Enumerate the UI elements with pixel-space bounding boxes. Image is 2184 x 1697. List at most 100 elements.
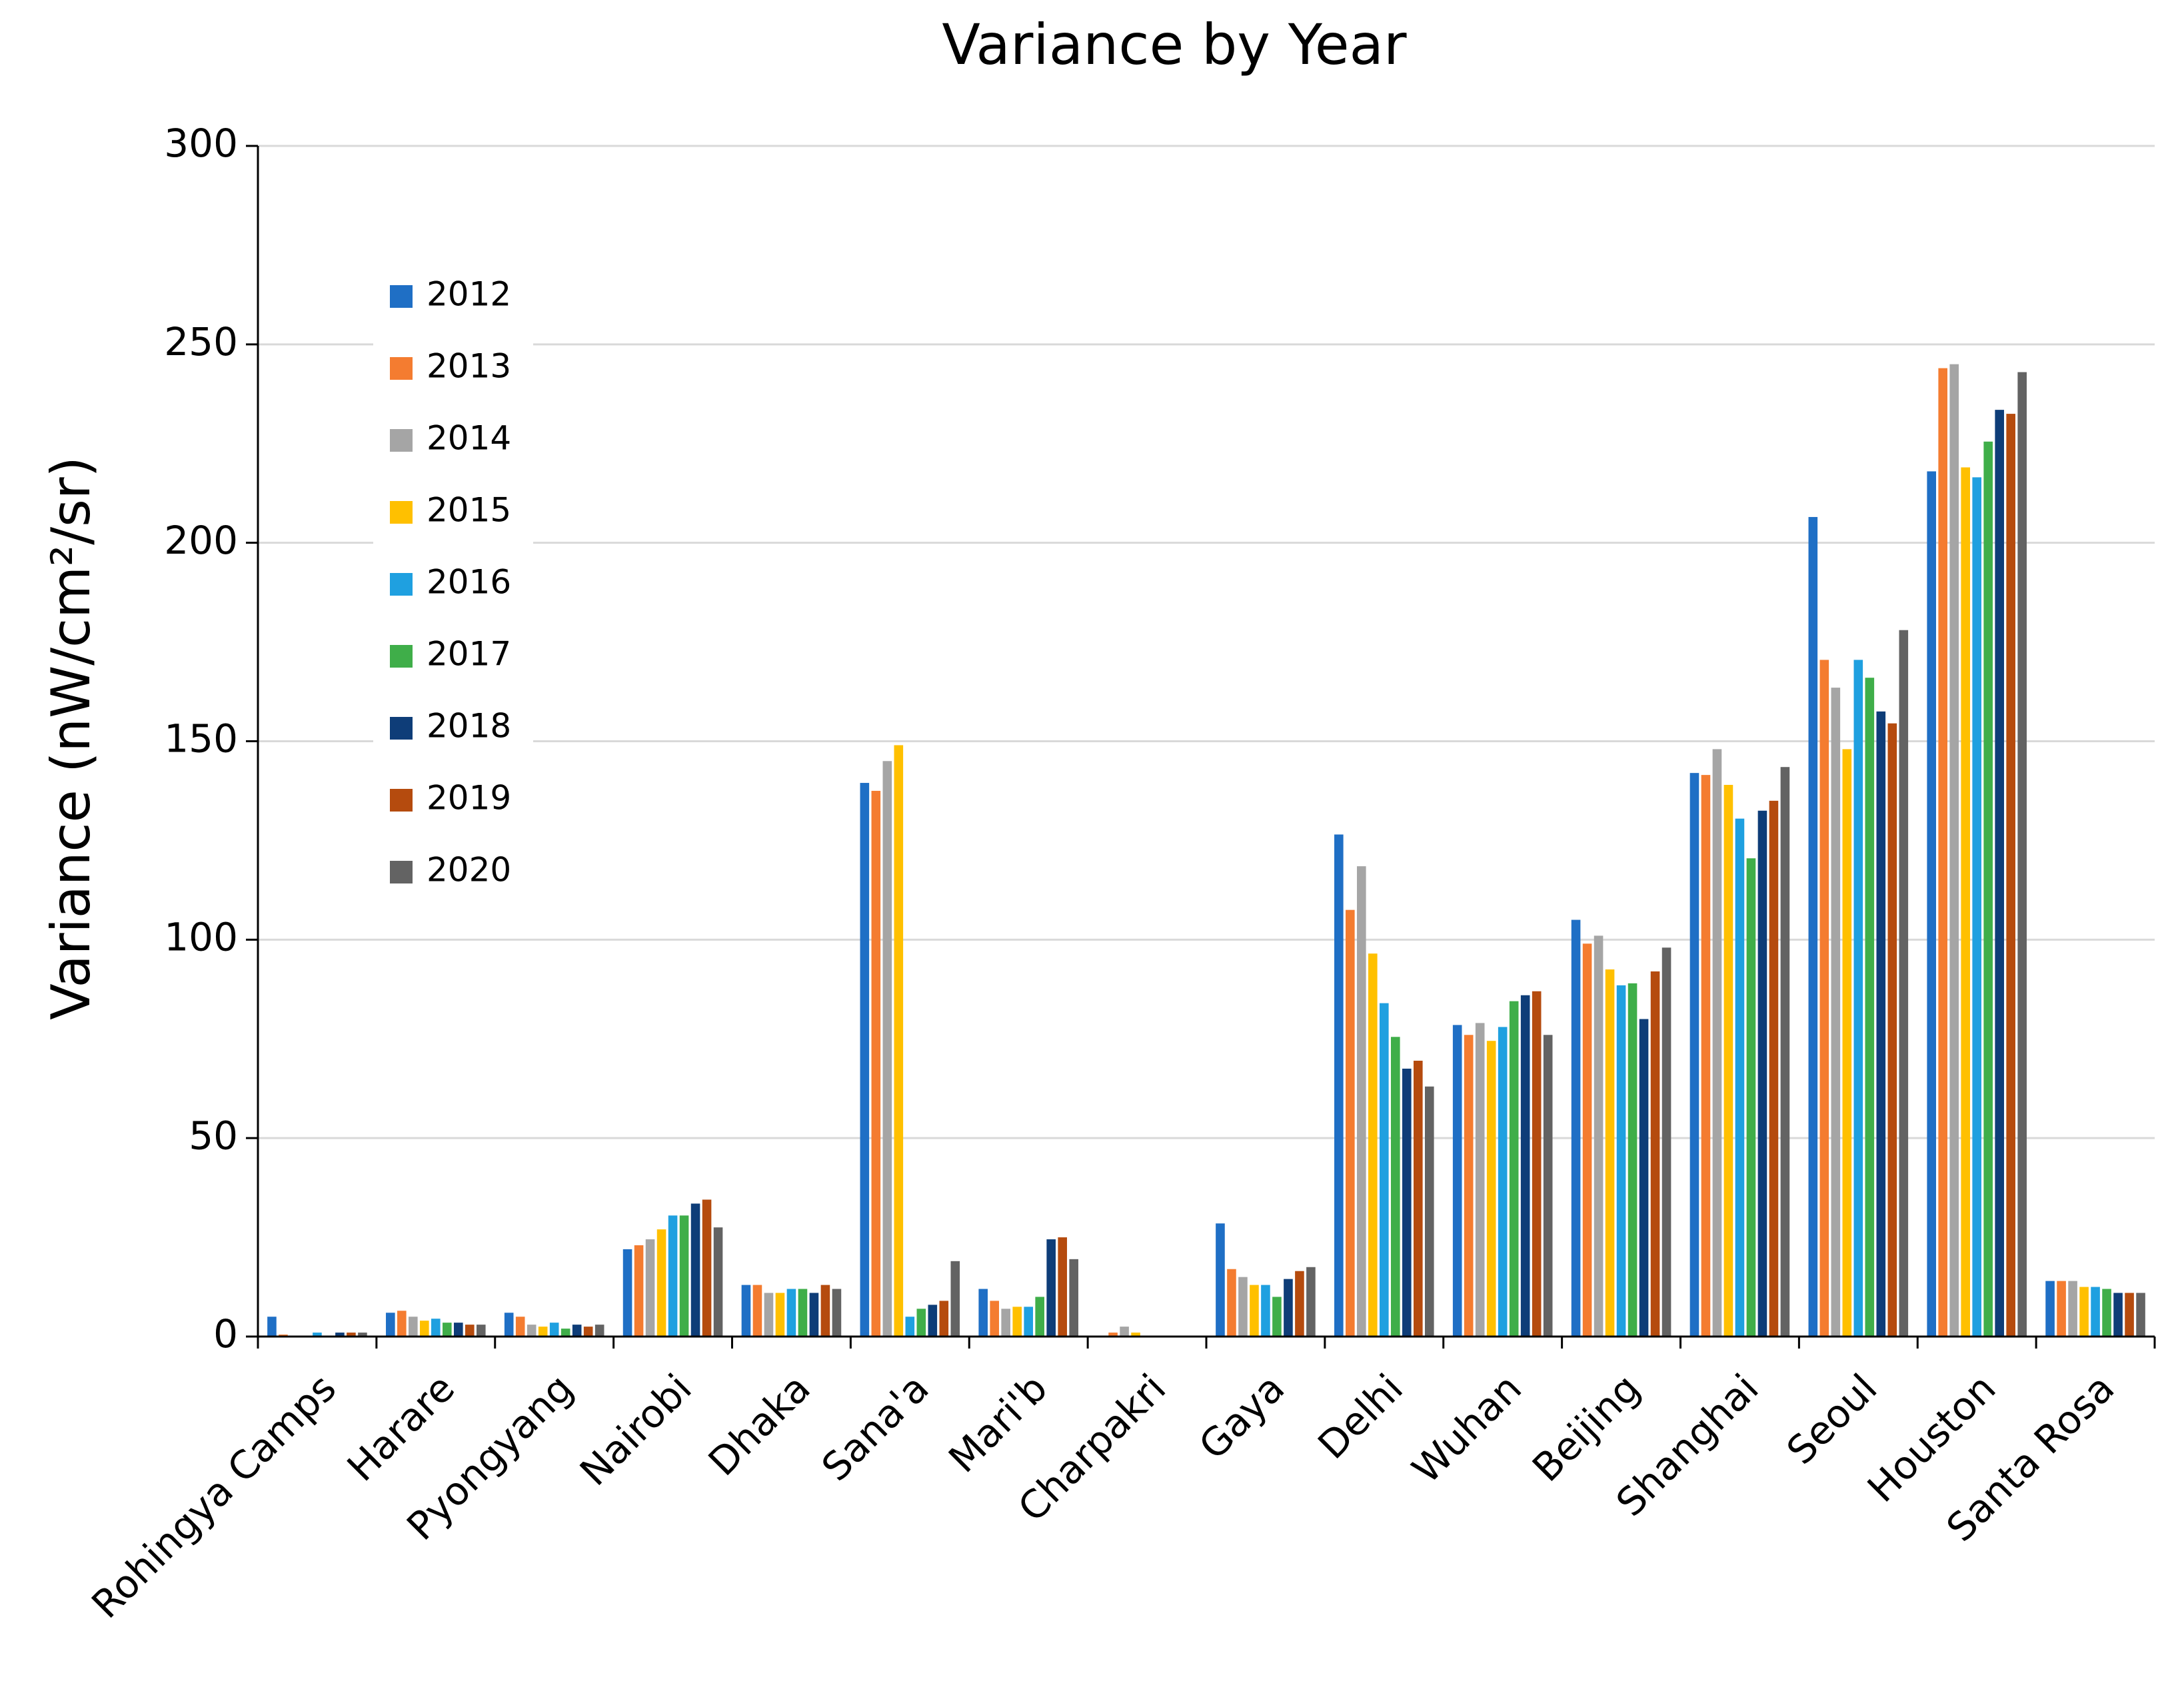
bar <box>1876 711 1886 1337</box>
bar <box>1295 1271 1304 1337</box>
legend-swatch <box>390 501 413 524</box>
x-tick-label: Mari'b <box>940 1365 1056 1481</box>
bar <box>1425 1086 1434 1337</box>
bar <box>1024 1307 1033 1337</box>
bar <box>1272 1297 1282 1337</box>
bar <box>409 1317 418 1337</box>
bar <box>313 1333 322 1337</box>
bar <box>645 1239 655 1337</box>
x-tick-label: Gaya <box>1190 1365 1293 1468</box>
bar <box>1853 660 1863 1337</box>
bar <box>1509 1001 1519 1337</box>
bar <box>1639 1019 1649 1337</box>
bar <box>1402 1068 1412 1337</box>
bar <box>1334 834 1344 1337</box>
bar <box>1306 1267 1316 1337</box>
bar <box>1661 947 1671 1337</box>
bar <box>443 1323 452 1337</box>
bar <box>1012 1307 1022 1337</box>
bar <box>786 1289 796 1337</box>
bar <box>2057 1281 2066 1337</box>
bar <box>583 1327 593 1337</box>
bar <box>2125 1293 2134 1337</box>
bar <box>1250 1285 1259 1337</box>
legend-swatch <box>390 357 413 380</box>
bar <box>1887 723 1897 1337</box>
bar <box>515 1317 525 1337</box>
bar <box>741 1285 751 1337</box>
bar <box>775 1293 785 1337</box>
bar <box>1452 1025 1462 1337</box>
bar <box>882 761 892 1337</box>
bar <box>386 1313 395 1337</box>
legend-swatch <box>390 645 413 668</box>
bar <box>1628 983 1638 1337</box>
bar <box>1486 1041 1496 1337</box>
bar <box>1368 953 1378 1337</box>
bar <box>764 1293 774 1337</box>
bar <box>809 1293 819 1337</box>
bar <box>916 1309 926 1337</box>
bar <box>2102 1289 2111 1337</box>
legend-label: 2016 <box>427 563 511 602</box>
legend-label: 2017 <box>427 635 511 674</box>
bar <box>622 1249 632 1337</box>
bar <box>1582 943 1592 1337</box>
legend-swatch <box>390 861 413 883</box>
bar <box>2017 372 2027 1337</box>
bar <box>1831 688 1841 1337</box>
bar <box>560 1329 570 1337</box>
bar <box>990 1301 999 1337</box>
y-tick-label: 200 <box>164 518 238 563</box>
bar <box>1284 1279 1293 1337</box>
bar <box>832 1289 842 1337</box>
bar <box>1069 1259 1078 1337</box>
bar <box>2079 1287 2089 1337</box>
bar <box>335 1333 345 1337</box>
bar <box>1238 1277 1248 1337</box>
bar <box>1594 935 1604 1337</box>
x-tick-label: Dhaka <box>700 1365 819 1484</box>
bar <box>1532 991 1542 1337</box>
bar <box>939 1301 949 1337</box>
bar <box>1757 810 1767 1337</box>
bar <box>1949 364 1959 1337</box>
legend-swatch <box>390 429 413 452</box>
bar <box>1961 467 1970 1337</box>
bar <box>1520 995 1530 1337</box>
bar <box>752 1285 762 1337</box>
bar <box>1571 919 1581 1337</box>
chart-title: Variance by Year <box>942 12 1407 77</box>
bar <box>679 1215 689 1337</box>
y-axis-label: Variance (nW/cm²/sr) <box>40 456 102 1020</box>
bar <box>1746 858 1756 1337</box>
bar <box>656 1229 666 1337</box>
legend-label: 2014 <box>427 419 511 458</box>
bar <box>860 783 870 1337</box>
legend-swatch <box>390 285 413 308</box>
bar <box>1650 971 1660 1337</box>
bar <box>1938 368 1947 1337</box>
bar <box>1543 1035 1553 1337</box>
bar <box>2113 1293 2123 1337</box>
bar <box>1216 1223 1225 1337</box>
legend-label: 2019 <box>427 779 511 818</box>
bar <box>1357 866 1366 1337</box>
bar <box>572 1325 582 1337</box>
bar <box>1735 818 1745 1337</box>
y-tick-label: 150 <box>164 716 238 762</box>
bar <box>1769 800 1779 1337</box>
bar <box>871 790 881 1337</box>
bar <box>1108 1333 1118 1337</box>
bar <box>1701 775 1711 1337</box>
bar <box>905 1317 915 1337</box>
bar <box>1414 1061 1423 1337</box>
bar <box>950 1261 960 1337</box>
bar <box>1808 516 1818 1337</box>
bar <box>1391 1037 1400 1337</box>
x-tick-label: Rohingya Camps <box>83 1365 345 1627</box>
bar <box>1927 471 1936 1337</box>
bar <box>527 1325 537 1337</box>
bar <box>1498 1027 1508 1337</box>
